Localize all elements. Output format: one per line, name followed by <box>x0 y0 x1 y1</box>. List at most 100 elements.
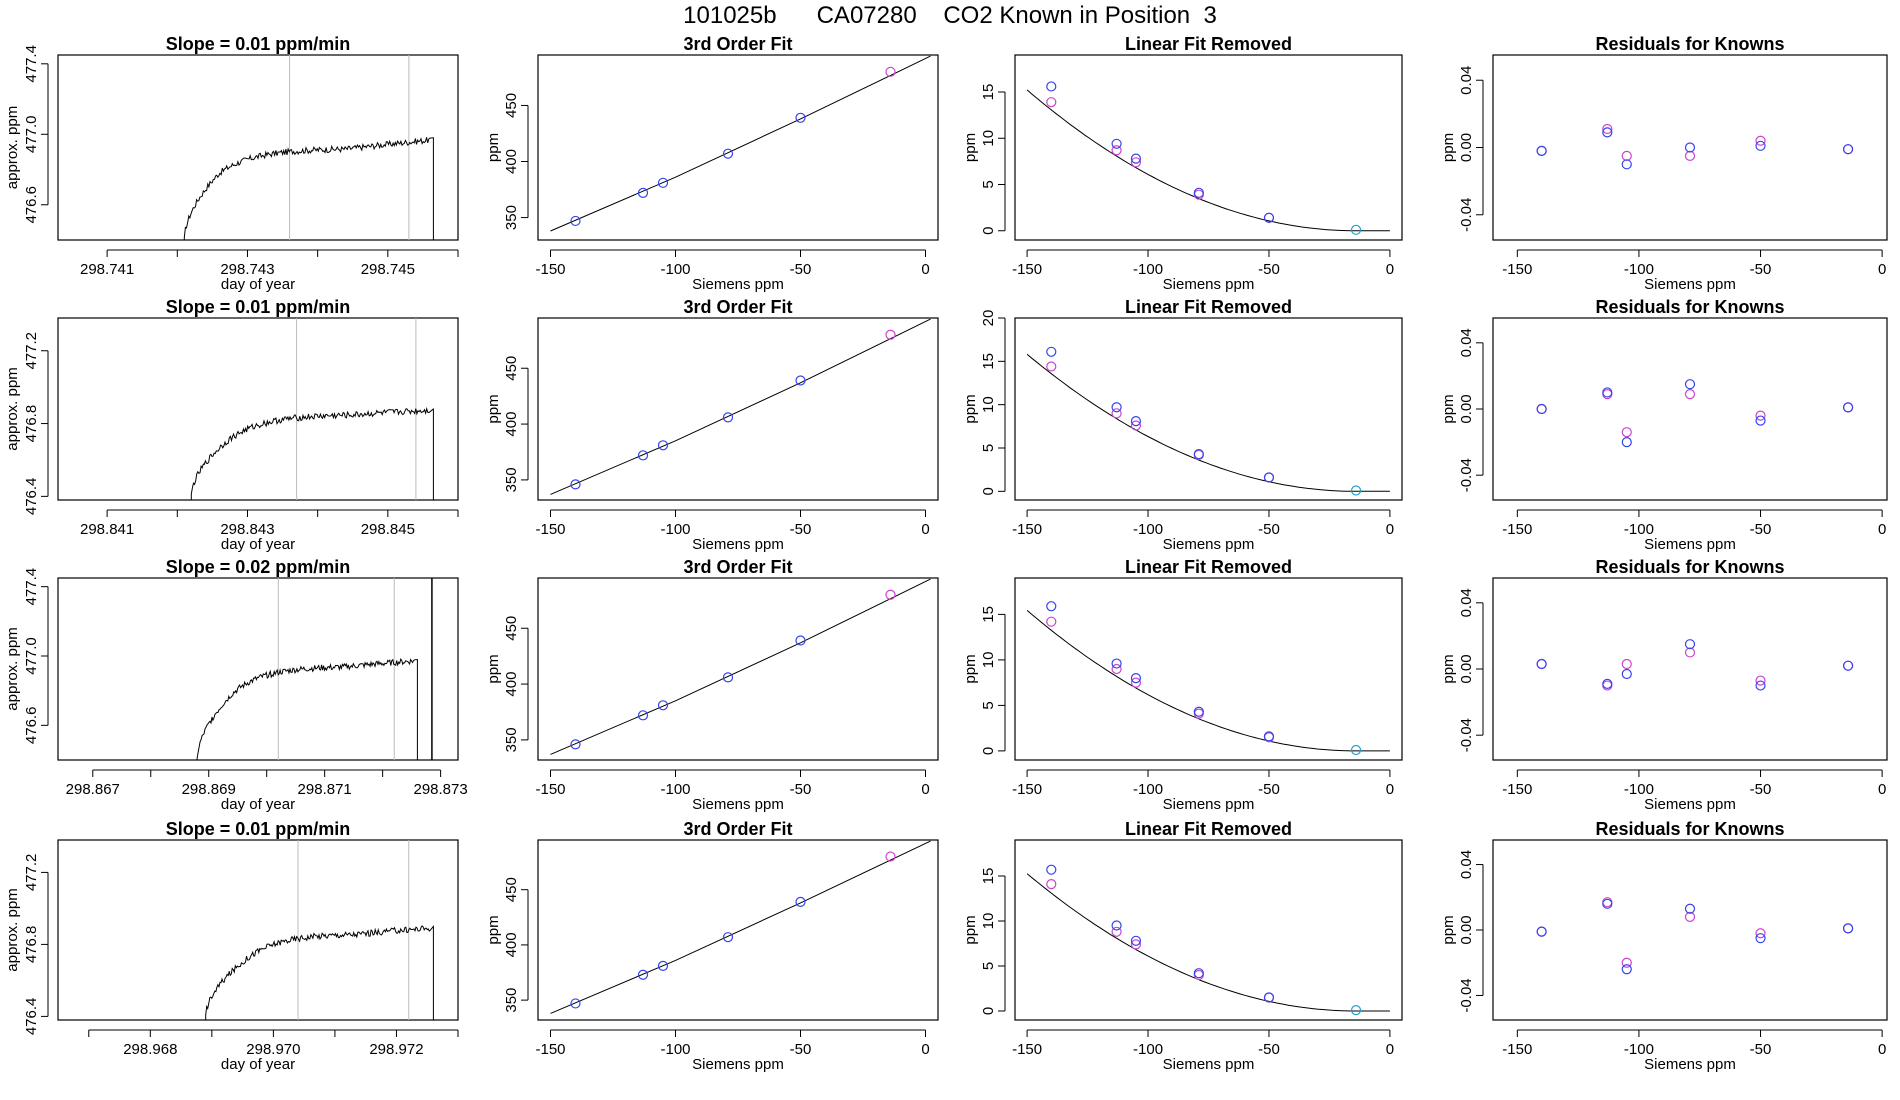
y-axis-label: ppm <box>1440 133 1457 162</box>
x-tick-label: -100 <box>660 1041 690 1058</box>
data-point-alt <box>1130 677 1142 688</box>
chart-title: Linear Fit Removed <box>1125 297 1292 317</box>
fit-curve <box>1026 610 1390 752</box>
concentration-trace <box>205 924 434 1020</box>
y-tick-label: 15 <box>980 84 997 101</box>
x-tick-label: 298.845 <box>361 521 415 538</box>
plot-area <box>1026 346 1390 496</box>
data-point-known <box>1111 658 1122 669</box>
x-tick-label: 298.869 <box>182 781 236 798</box>
y-tick-label: 450 <box>503 616 520 641</box>
concentration-trace <box>190 406 434 500</box>
chart-title: Residuals for Knowns <box>1595 819 1784 839</box>
fit-curve <box>550 318 931 495</box>
plot-area <box>183 55 434 240</box>
data-point <box>570 739 581 750</box>
y-axis-label: ppm <box>962 654 979 683</box>
y-tick-label: 10 <box>980 396 997 413</box>
x-tick-label: -100 <box>1624 261 1654 278</box>
data-point <box>657 700 669 711</box>
x-tick-label: 0 <box>1386 521 1394 538</box>
x-axis-label: Siemens ppm <box>1163 276 1255 293</box>
y-tick-label: 477.2 <box>23 854 40 892</box>
y-axis-label: ppm <box>485 133 502 162</box>
chart-panel-4-1: Slope = 0.01 ppm/min 298.968 298.970 298.97… <box>4 819 459 1073</box>
y-axis-label: ppm <box>485 394 502 423</box>
data-point-known <box>1755 933 1766 944</box>
x-tick-label: -100 <box>1133 781 1163 798</box>
x-tick-label: -50 <box>790 521 812 538</box>
x-tick-label: 0 <box>1878 781 1886 798</box>
y-tick-label: 450 <box>503 356 520 381</box>
data-point-alt <box>1684 911 1696 923</box>
data-point-known <box>1684 639 1696 650</box>
x-tick-label: 298.843 <box>220 521 274 538</box>
data-point <box>795 375 806 386</box>
data-point <box>570 998 581 1009</box>
data-point-alt <box>1111 408 1122 419</box>
y-tick-label: 10 <box>980 913 997 930</box>
data-point-known <box>1193 968 1204 979</box>
plot-area <box>196 578 433 760</box>
x-tick-label: -150 <box>535 781 565 798</box>
y-tick-label: 476.6 <box>23 707 40 745</box>
data-point-known <box>1130 672 1142 684</box>
data-point-known <box>1684 903 1696 914</box>
x-tick-label: 0 <box>1386 261 1394 278</box>
data-point-known <box>1842 144 1854 155</box>
y-tick-label: 476.4 <box>23 998 40 1036</box>
plot-frame <box>537 54 939 241</box>
x-tick-label: 298.871 <box>298 781 352 798</box>
chart-title: Slope = 0.01 ppm/min <box>166 819 351 839</box>
plot-frame <box>1014 577 1403 761</box>
data-point-alt <box>1130 420 1142 431</box>
y-axis-label: ppm <box>962 133 979 162</box>
chart-panel-1-3: Linear Fit Removed -150 -100 -50 0 Siemens pp… <box>962 34 1403 293</box>
plot-frame <box>57 54 459 241</box>
chart-panel-2-1: Slope = 0.01 ppm/min 298.841 298.843 298.84… <box>4 297 459 553</box>
x-tick-label: -100 <box>1133 261 1163 278</box>
data-point-alt <box>1755 135 1766 146</box>
data-point-known <box>1193 448 1204 460</box>
fit-curve <box>550 578 931 755</box>
plot-area <box>1026 81 1390 235</box>
data-point-known <box>1621 159 1632 170</box>
data-point-alt <box>1621 658 1632 670</box>
y-tick-label: 0.00 <box>1458 133 1475 162</box>
y-tick-label: 15 <box>980 606 997 623</box>
data-point <box>637 187 649 199</box>
plot-frame <box>1014 839 1403 1021</box>
y-tick-label: 0.04 <box>1458 588 1475 617</box>
data-point-alt <box>1684 647 1696 658</box>
x-tick-label: -150 <box>1502 521 1532 538</box>
data-point-known <box>1684 379 1696 390</box>
plot-frame <box>57 317 459 501</box>
data-point-known <box>1350 485 1362 496</box>
y-tick-label: 5 <box>980 962 997 970</box>
chart-title: Linear Fit Removed <box>1125 819 1292 839</box>
x-tick-label: 298.972 <box>369 1041 423 1058</box>
y-tick-label: 10 <box>980 652 997 669</box>
data-point-known <box>1755 415 1766 426</box>
data-point-known <box>1193 187 1204 198</box>
x-tick-label: 0 <box>1386 781 1394 798</box>
concentration-trace <box>183 137 434 240</box>
y-tick-label: 0.04 <box>1458 328 1475 357</box>
chart-title: Residuals for Knowns <box>1595 557 1784 577</box>
data-point-known <box>1602 387 1613 398</box>
x-tick-label: 0 <box>1878 521 1886 538</box>
data-point-known <box>1046 81 1057 92</box>
data-point-alt <box>1755 928 1766 939</box>
x-tick-label: -100 <box>1624 521 1654 538</box>
y-tick-label: 0.00 <box>1458 915 1475 944</box>
x-tick-label: -150 <box>535 1041 565 1058</box>
x-tick-label: -50 <box>1258 261 1280 278</box>
plot-frame <box>537 839 939 1021</box>
plot-area <box>205 840 434 1020</box>
x-tick-label: 0 <box>1386 1041 1394 1058</box>
data-point-known <box>1130 935 1142 946</box>
data-point-known <box>1130 416 1142 427</box>
y-tick-label: 0 <box>980 747 997 755</box>
x-tick-label: -50 <box>1750 261 1772 278</box>
plot-area <box>550 578 931 755</box>
